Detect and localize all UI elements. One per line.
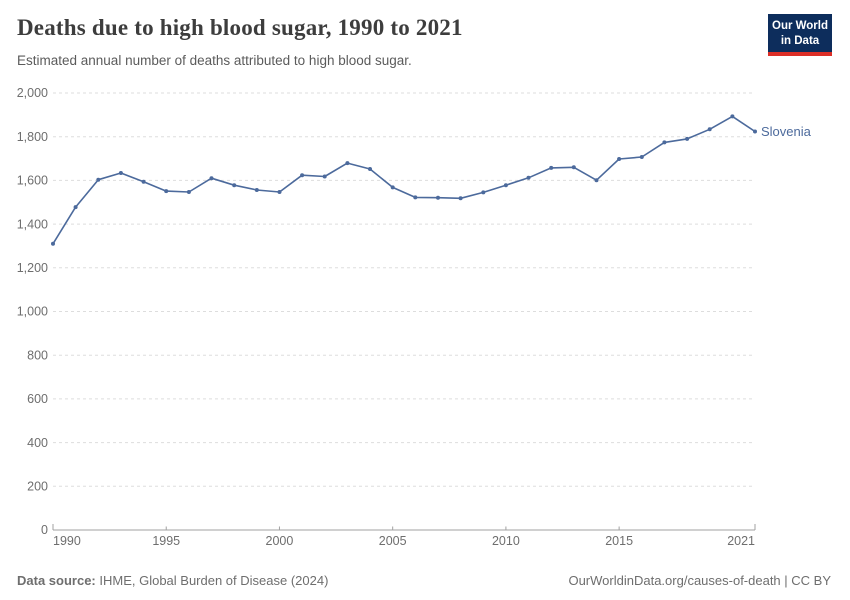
- data-source-note: Data source: IHME, Global Burden of Dise…: [17, 573, 328, 588]
- license-note[interactable]: OurWorldinData.org/causes-of-death | CC …: [568, 573, 831, 588]
- data-point-2010[interactable]: [503, 183, 508, 188]
- data-point-2018[interactable]: [685, 136, 690, 141]
- x-tick-label-1995: 1995: [152, 534, 180, 545]
- line-chart-canvas[interactable]: 0 200 400 600 800 1,000 1,200 1,400 1,600 1,800 2,…: [0, 85, 850, 545]
- data-point-2021[interactable]: [753, 129, 757, 134]
- y-tick-label-600: 600: [27, 392, 48, 406]
- x-tick-label-2005: 2005: [379, 534, 407, 545]
- data-point-2019[interactable]: [707, 127, 712, 132]
- data-point-2007[interactable]: [436, 195, 440, 200]
- x-tick-label-2010: 2010: [492, 534, 520, 545]
- data-point-1998[interactable]: [232, 183, 237, 188]
- data-point-1999[interactable]: [254, 188, 259, 192]
- y-tick-label-1400: 1,400: [17, 217, 48, 231]
- data-point-1995[interactable]: [164, 189, 169, 194]
- data-point-1990[interactable]: [51, 241, 55, 246]
- chart-svg[interactable]: 0 200 400 600 800 1,000 1,200 1,400 1,600 1,800 2,…: [0, 85, 850, 545]
- y-tick-label-400: 400: [27, 436, 48, 450]
- data-point-2014[interactable]: [594, 178, 599, 183]
- data-point-1996[interactable]: [186, 190, 191, 194]
- data-point-2002[interactable]: [322, 174, 327, 179]
- y-tick-label-1200: 1,200: [17, 261, 48, 275]
- data-point-2001[interactable]: [300, 173, 305, 178]
- data-point-2004[interactable]: [368, 167, 372, 171]
- data-point-2012[interactable]: [549, 165, 554, 170]
- x-tick-label-2000: 2000: [266, 534, 294, 545]
- data-point-1992[interactable]: [96, 177, 101, 182]
- data-point-2008[interactable]: [458, 196, 463, 201]
- data-point-1993[interactable]: [118, 171, 123, 175]
- x-tick-label-2015: 2015: [605, 534, 633, 545]
- data-point-2020[interactable]: [730, 114, 735, 119]
- y-tick-label-1800: 1,800: [17, 130, 48, 144]
- y-tick-label-800: 800: [27, 348, 48, 362]
- x-tick-label-2021: 2021: [727, 534, 755, 545]
- series-line-slovenia[interactable]: [52, 115, 756, 245]
- data-point-2009[interactable]: [481, 190, 486, 195]
- data-point-2015[interactable]: [617, 157, 622, 161]
- data-point-2003[interactable]: [345, 161, 350, 166]
- data-source-value: IHME, Global Burden of Disease (2024): [95, 573, 329, 588]
- data-point-2005[interactable]: [390, 185, 395, 190]
- y-tick-label-200: 200: [27, 480, 48, 494]
- data-point-1997[interactable]: [209, 176, 214, 181]
- x-tick-label-1990: 1990: [53, 534, 81, 545]
- data-point-2006[interactable]: [413, 195, 418, 200]
- data-point-2000[interactable]: [277, 190, 282, 194]
- data-point-2016[interactable]: [639, 155, 644, 159]
- owid-logo-line2: in Data: [780, 34, 820, 47]
- data-source-label: Data source:: [17, 573, 96, 588]
- chart-footer: Data source: IHME, Global Burden of Dise…: [17, 573, 831, 588]
- entity-label-slovenia[interactable]: Slovenia: [761, 124, 812, 139]
- y-tick-label-1000: 1,000: [17, 305, 48, 319]
- owid-logo-line1: Our World: [772, 20, 829, 32]
- data-point-2017[interactable]: [662, 140, 667, 145]
- data-point-1994[interactable]: [141, 179, 146, 184]
- chart-subtitle: Estimated annual number of deaths attrib…: [17, 53, 412, 68]
- y-tick-label-0: 0: [41, 523, 48, 537]
- page-title: Deaths due to high blood sugar, 1990 to …: [17, 15, 463, 40]
- y-tick-label-1600: 1,600: [17, 174, 48, 188]
- data-point-2013[interactable]: [571, 165, 576, 170]
- data-point-1991[interactable]: [73, 205, 78, 210]
- owid-logo[interactable]: Our World in Data: [768, 14, 832, 57]
- data-point-2011[interactable]: [526, 175, 531, 180]
- y-tick-label-2000: 2,000: [17, 86, 48, 100]
